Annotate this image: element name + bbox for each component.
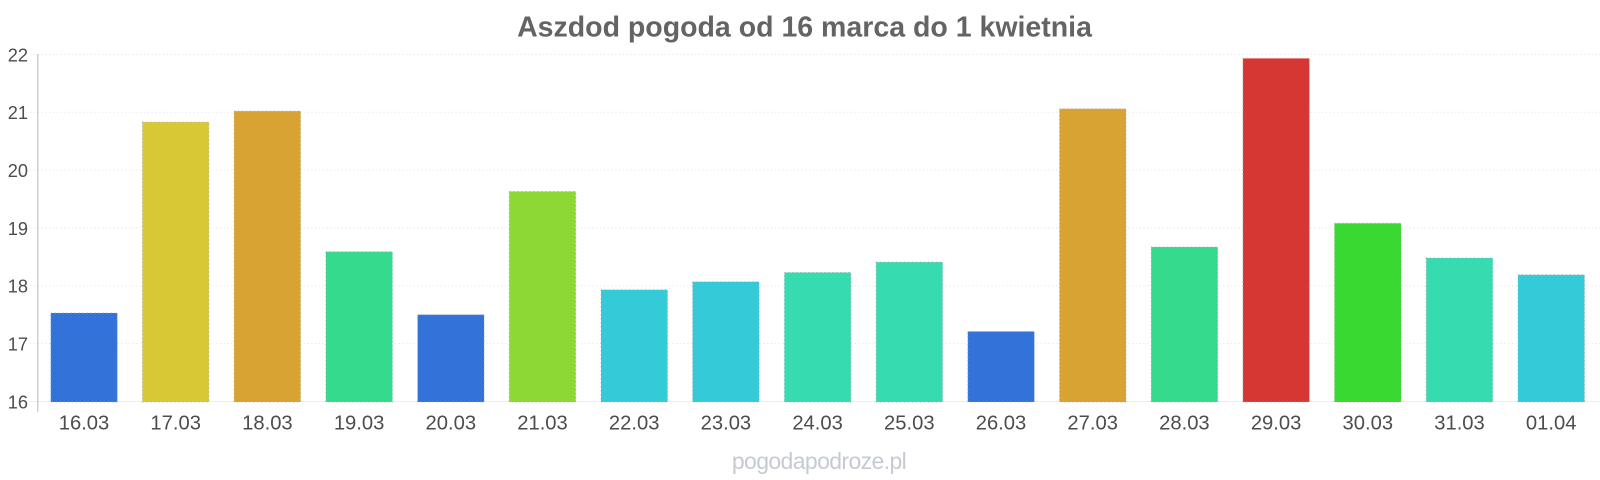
svg-text:21.03: 21.03: [517, 413, 568, 435]
svg-text:01.04: 01.04: [1526, 413, 1577, 435]
svg-text:22.03: 22.03: [609, 413, 660, 435]
svg-text:18.03: 18.03: [242, 413, 293, 435]
svg-text:20: 20: [8, 161, 28, 181]
svg-text:25.03: 25.03: [884, 413, 935, 435]
svg-text:26.03: 26.03: [976, 413, 1027, 435]
svg-text:19: 19: [8, 219, 28, 239]
svg-text:30.03: 30.03: [1343, 413, 1394, 435]
svg-text:28.03: 28.03: [1159, 413, 1210, 435]
svg-text:Aszdod pogoda od 16 marca do 1: Aszdod pogoda od 16 marca do 1 kwietnia: [517, 12, 1093, 44]
svg-text:19.03: 19.03: [334, 413, 385, 435]
svg-text:17.03: 17.03: [150, 413, 201, 435]
svg-text:pogodapodroze.pl: pogodapodroze.pl: [732, 448, 906, 474]
svg-text:22: 22: [8, 45, 28, 65]
svg-text:16.03: 16.03: [59, 413, 110, 435]
svg-text:23.03: 23.03: [701, 413, 752, 435]
svg-text:18: 18: [8, 277, 28, 297]
svg-text:17: 17: [8, 335, 28, 355]
svg-text:31.03: 31.03: [1434, 413, 1485, 435]
svg-text:27.03: 27.03: [1067, 413, 1118, 435]
svg-text:21: 21: [8, 103, 28, 123]
svg-text:20.03: 20.03: [426, 413, 477, 435]
svg-text:24.03: 24.03: [792, 413, 843, 435]
svg-text:29.03: 29.03: [1251, 413, 1302, 435]
svg-text:16: 16: [8, 392, 28, 412]
